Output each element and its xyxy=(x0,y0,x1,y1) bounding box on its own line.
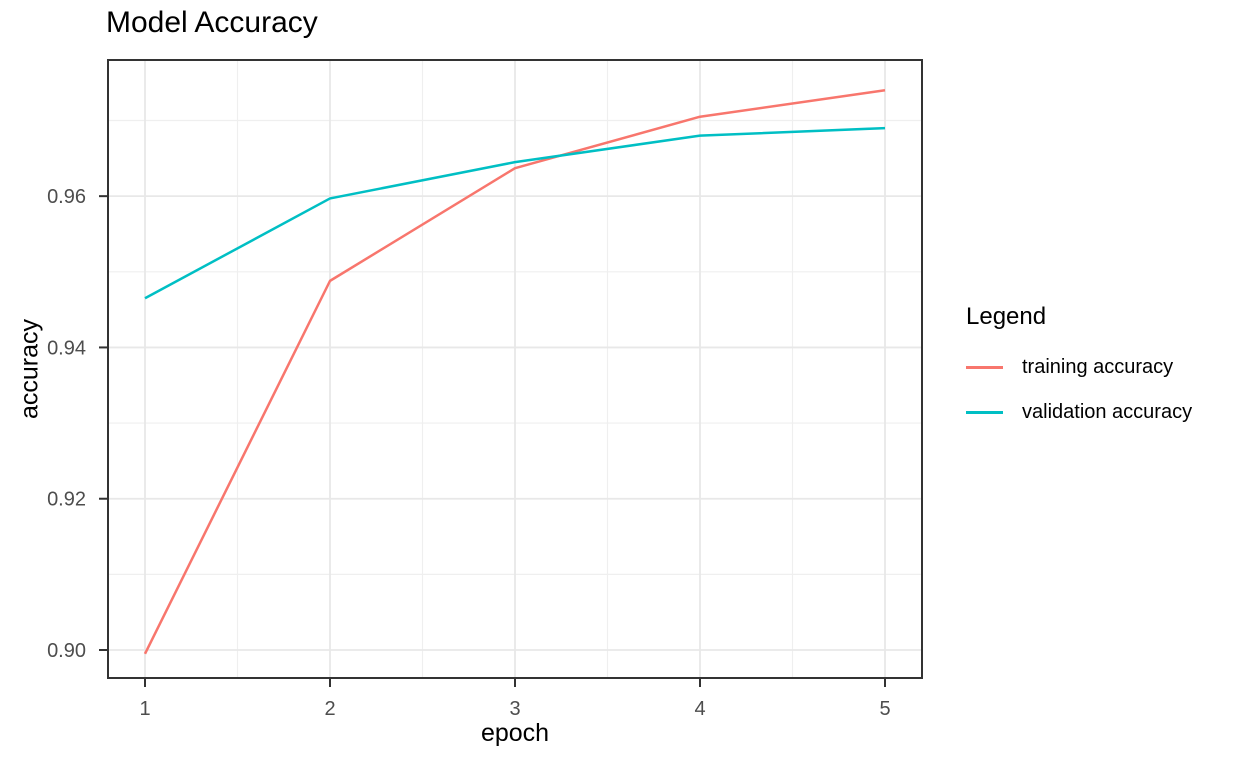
legend-item-training: training accuracy xyxy=(966,355,1192,379)
x-tick-label: 1 xyxy=(139,698,150,720)
y-tick-label: 0.92 xyxy=(47,489,86,511)
x-tick-label: 4 xyxy=(694,698,705,720)
validation-accuracy-line xyxy=(144,126,886,300)
x-tick-label: 2 xyxy=(324,698,335,720)
legend-item-validation: validation accuracy xyxy=(966,400,1192,424)
legend: Legend training accuracy validation accu… xyxy=(966,303,1192,445)
y-axis-title: accuracy xyxy=(15,318,44,420)
x-tick-label: 3 xyxy=(509,698,520,720)
legend-title: Legend xyxy=(966,303,1047,330)
legend-label-validation: validation accuracy xyxy=(1022,400,1193,423)
panel-border xyxy=(107,59,923,679)
training-accuracy-line xyxy=(143,89,886,655)
validation-line-swatch xyxy=(966,410,1003,414)
x-axis-title: epoch xyxy=(480,719,550,747)
y-tick-label: 0.90 xyxy=(47,640,86,662)
y-tick-label: 0.96 xyxy=(47,186,86,208)
x-tick-label: 5 xyxy=(879,698,890,720)
chart-title: Model Accuracy xyxy=(106,6,318,39)
training-line-swatch xyxy=(966,365,1003,369)
y-tick-label: 0.94 xyxy=(47,337,86,359)
legend-label-training: training accuracy xyxy=(1022,355,1174,378)
